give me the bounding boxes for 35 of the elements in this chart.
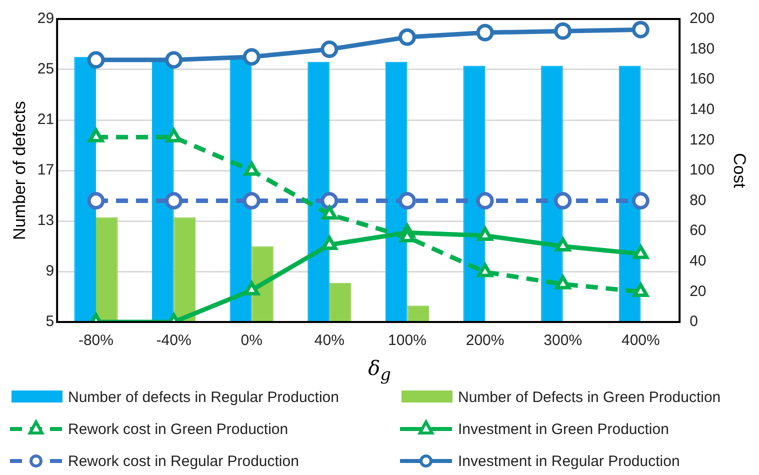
y2-axis-title: Cost <box>730 153 750 188</box>
y2-tick-label: 20 <box>690 282 706 300</box>
x-tick-label: 0% <box>240 332 262 350</box>
legend-label: Investment in Regular Production <box>458 452 680 470</box>
y2-tick-label: 60 <box>690 222 706 240</box>
y-axis-title: Number of defects <box>10 101 29 240</box>
x-tick-label: 400% <box>621 332 660 350</box>
y-tick-label: 29 <box>37 10 54 28</box>
y2-tick-label: 120 <box>690 131 715 148</box>
y2-tick-label: 0 <box>690 313 698 330</box>
y2-tick-label: 200 <box>690 10 715 28</box>
y2-tick-label: 160 <box>690 70 715 88</box>
x-tick-label: 40% <box>314 332 344 350</box>
legend-label: Rework cost in Green Production <box>68 420 288 438</box>
x-tick-label: -40% <box>156 332 192 350</box>
y-tick-label: 5 <box>46 313 54 330</box>
y-tick-label: 25 <box>37 60 54 78</box>
legend-label: Rework cost in Regular Production <box>68 452 299 470</box>
legend-label: Investment in Green Production <box>458 420 669 438</box>
y2-tick-label: 100 <box>690 162 715 179</box>
y-tick-label: 21 <box>37 111 54 128</box>
y2-tick-label: 140 <box>690 101 715 118</box>
x-tick-label: 100% <box>388 332 426 350</box>
x-tick-label: -80% <box>78 332 114 350</box>
y2-tick-label: 80 <box>690 192 706 209</box>
y-tick-label: 9 <box>46 262 54 280</box>
x-axis-title: δ$_{g}$ <box>367 356 392 384</box>
y-tick-label: 17 <box>37 162 54 179</box>
x-tick-label: 200% <box>466 332 504 350</box>
legend-label: Number of defects in Regular Production <box>68 388 339 406</box>
y2-tick-label: 40 <box>690 252 706 270</box>
y-tick-label: 13 <box>37 212 54 230</box>
legend-label: Number of Defects in Green Production <box>458 388 721 406</box>
x-tick-label: 300% <box>544 332 582 350</box>
y2-tick-label: 180 <box>690 40 715 58</box>
